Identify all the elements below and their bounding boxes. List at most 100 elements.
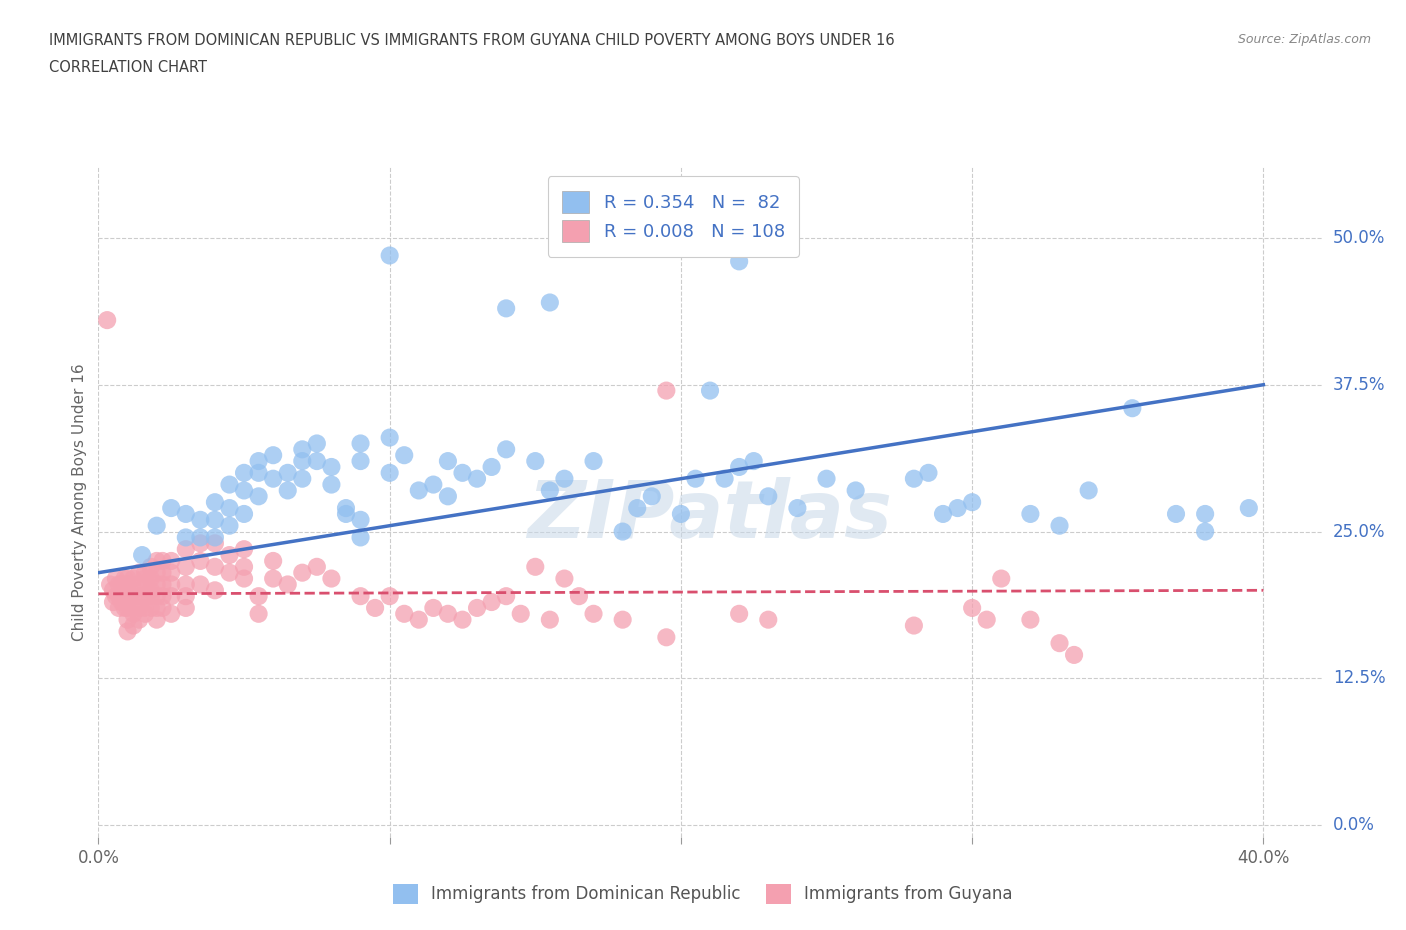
Point xyxy=(145,612,167,627)
Point xyxy=(262,472,284,486)
Point xyxy=(117,594,139,609)
Point xyxy=(335,507,357,522)
Point xyxy=(1194,525,1216,539)
Point xyxy=(117,624,139,639)
Point xyxy=(349,530,371,545)
Text: ZIPatlas: ZIPatlas xyxy=(527,476,893,554)
Point xyxy=(145,553,167,568)
Point xyxy=(204,583,226,598)
Point xyxy=(218,565,240,580)
Point xyxy=(122,618,145,633)
Point xyxy=(524,454,547,469)
Point xyxy=(437,606,460,621)
Point xyxy=(582,606,605,621)
Point xyxy=(626,500,648,515)
Point xyxy=(139,601,162,616)
Point xyxy=(204,495,226,510)
Point xyxy=(114,589,136,604)
Point xyxy=(218,548,240,563)
Point xyxy=(451,612,474,627)
Point xyxy=(174,559,197,574)
Point xyxy=(188,512,212,527)
Point xyxy=(139,583,162,598)
Point xyxy=(815,472,838,486)
Point xyxy=(204,512,226,527)
Point xyxy=(349,454,371,469)
Point xyxy=(1164,507,1187,522)
Point xyxy=(277,577,299,591)
Point xyxy=(553,571,575,586)
Point xyxy=(139,571,162,586)
Point xyxy=(101,583,124,598)
Point xyxy=(233,483,256,498)
Point xyxy=(756,489,779,504)
Point xyxy=(946,500,969,515)
Point xyxy=(160,589,183,604)
Point xyxy=(903,618,925,633)
Y-axis label: Child Poverty Among Boys Under 16: Child Poverty Among Boys Under 16 xyxy=(72,364,87,641)
Text: 50.0%: 50.0% xyxy=(1333,229,1385,246)
Point xyxy=(134,577,156,591)
Point xyxy=(960,601,983,616)
Point xyxy=(976,612,998,627)
Point xyxy=(321,571,343,586)
Point xyxy=(422,601,444,616)
Point xyxy=(174,601,197,616)
Point xyxy=(305,454,328,469)
Point xyxy=(481,594,503,609)
Point xyxy=(117,612,139,627)
Point xyxy=(145,518,167,533)
Point xyxy=(728,459,751,474)
Point xyxy=(233,507,256,522)
Point xyxy=(495,301,517,316)
Point xyxy=(128,612,150,627)
Point xyxy=(152,577,174,591)
Point xyxy=(612,612,634,627)
Point xyxy=(392,606,416,621)
Point xyxy=(152,589,174,604)
Point xyxy=(277,483,299,498)
Point xyxy=(262,553,284,568)
Point xyxy=(437,454,460,469)
Point xyxy=(1063,647,1085,662)
Point xyxy=(364,601,387,616)
Point xyxy=(152,601,174,616)
Point xyxy=(321,459,343,474)
Point xyxy=(122,571,145,586)
Point xyxy=(262,447,284,462)
Point xyxy=(392,447,416,462)
Point xyxy=(139,589,162,604)
Point xyxy=(204,559,226,574)
Point xyxy=(174,530,197,545)
Point xyxy=(378,431,401,445)
Point xyxy=(1019,507,1042,522)
Point xyxy=(122,589,145,604)
Point xyxy=(465,601,488,616)
Point xyxy=(509,606,531,621)
Point xyxy=(932,507,955,522)
Point xyxy=(408,612,430,627)
Point xyxy=(114,571,136,586)
Point xyxy=(122,601,145,616)
Legend: Immigrants from Dominican Republic, Immigrants from Guyana: Immigrants from Dominican Republic, Immi… xyxy=(385,875,1021,912)
Point xyxy=(108,601,131,616)
Point xyxy=(218,500,240,515)
Point xyxy=(641,489,664,504)
Text: 37.5%: 37.5% xyxy=(1333,376,1385,393)
Point xyxy=(378,248,401,263)
Point xyxy=(160,500,183,515)
Point xyxy=(713,472,735,486)
Point xyxy=(568,589,591,604)
Point xyxy=(291,565,314,580)
Point xyxy=(104,589,127,604)
Point xyxy=(114,601,136,616)
Point xyxy=(152,553,174,568)
Point xyxy=(291,442,314,457)
Point xyxy=(174,507,197,522)
Point xyxy=(188,577,212,591)
Point xyxy=(845,483,868,498)
Point xyxy=(524,559,547,574)
Point xyxy=(655,630,678,644)
Point xyxy=(1049,636,1071,651)
Point xyxy=(117,589,139,604)
